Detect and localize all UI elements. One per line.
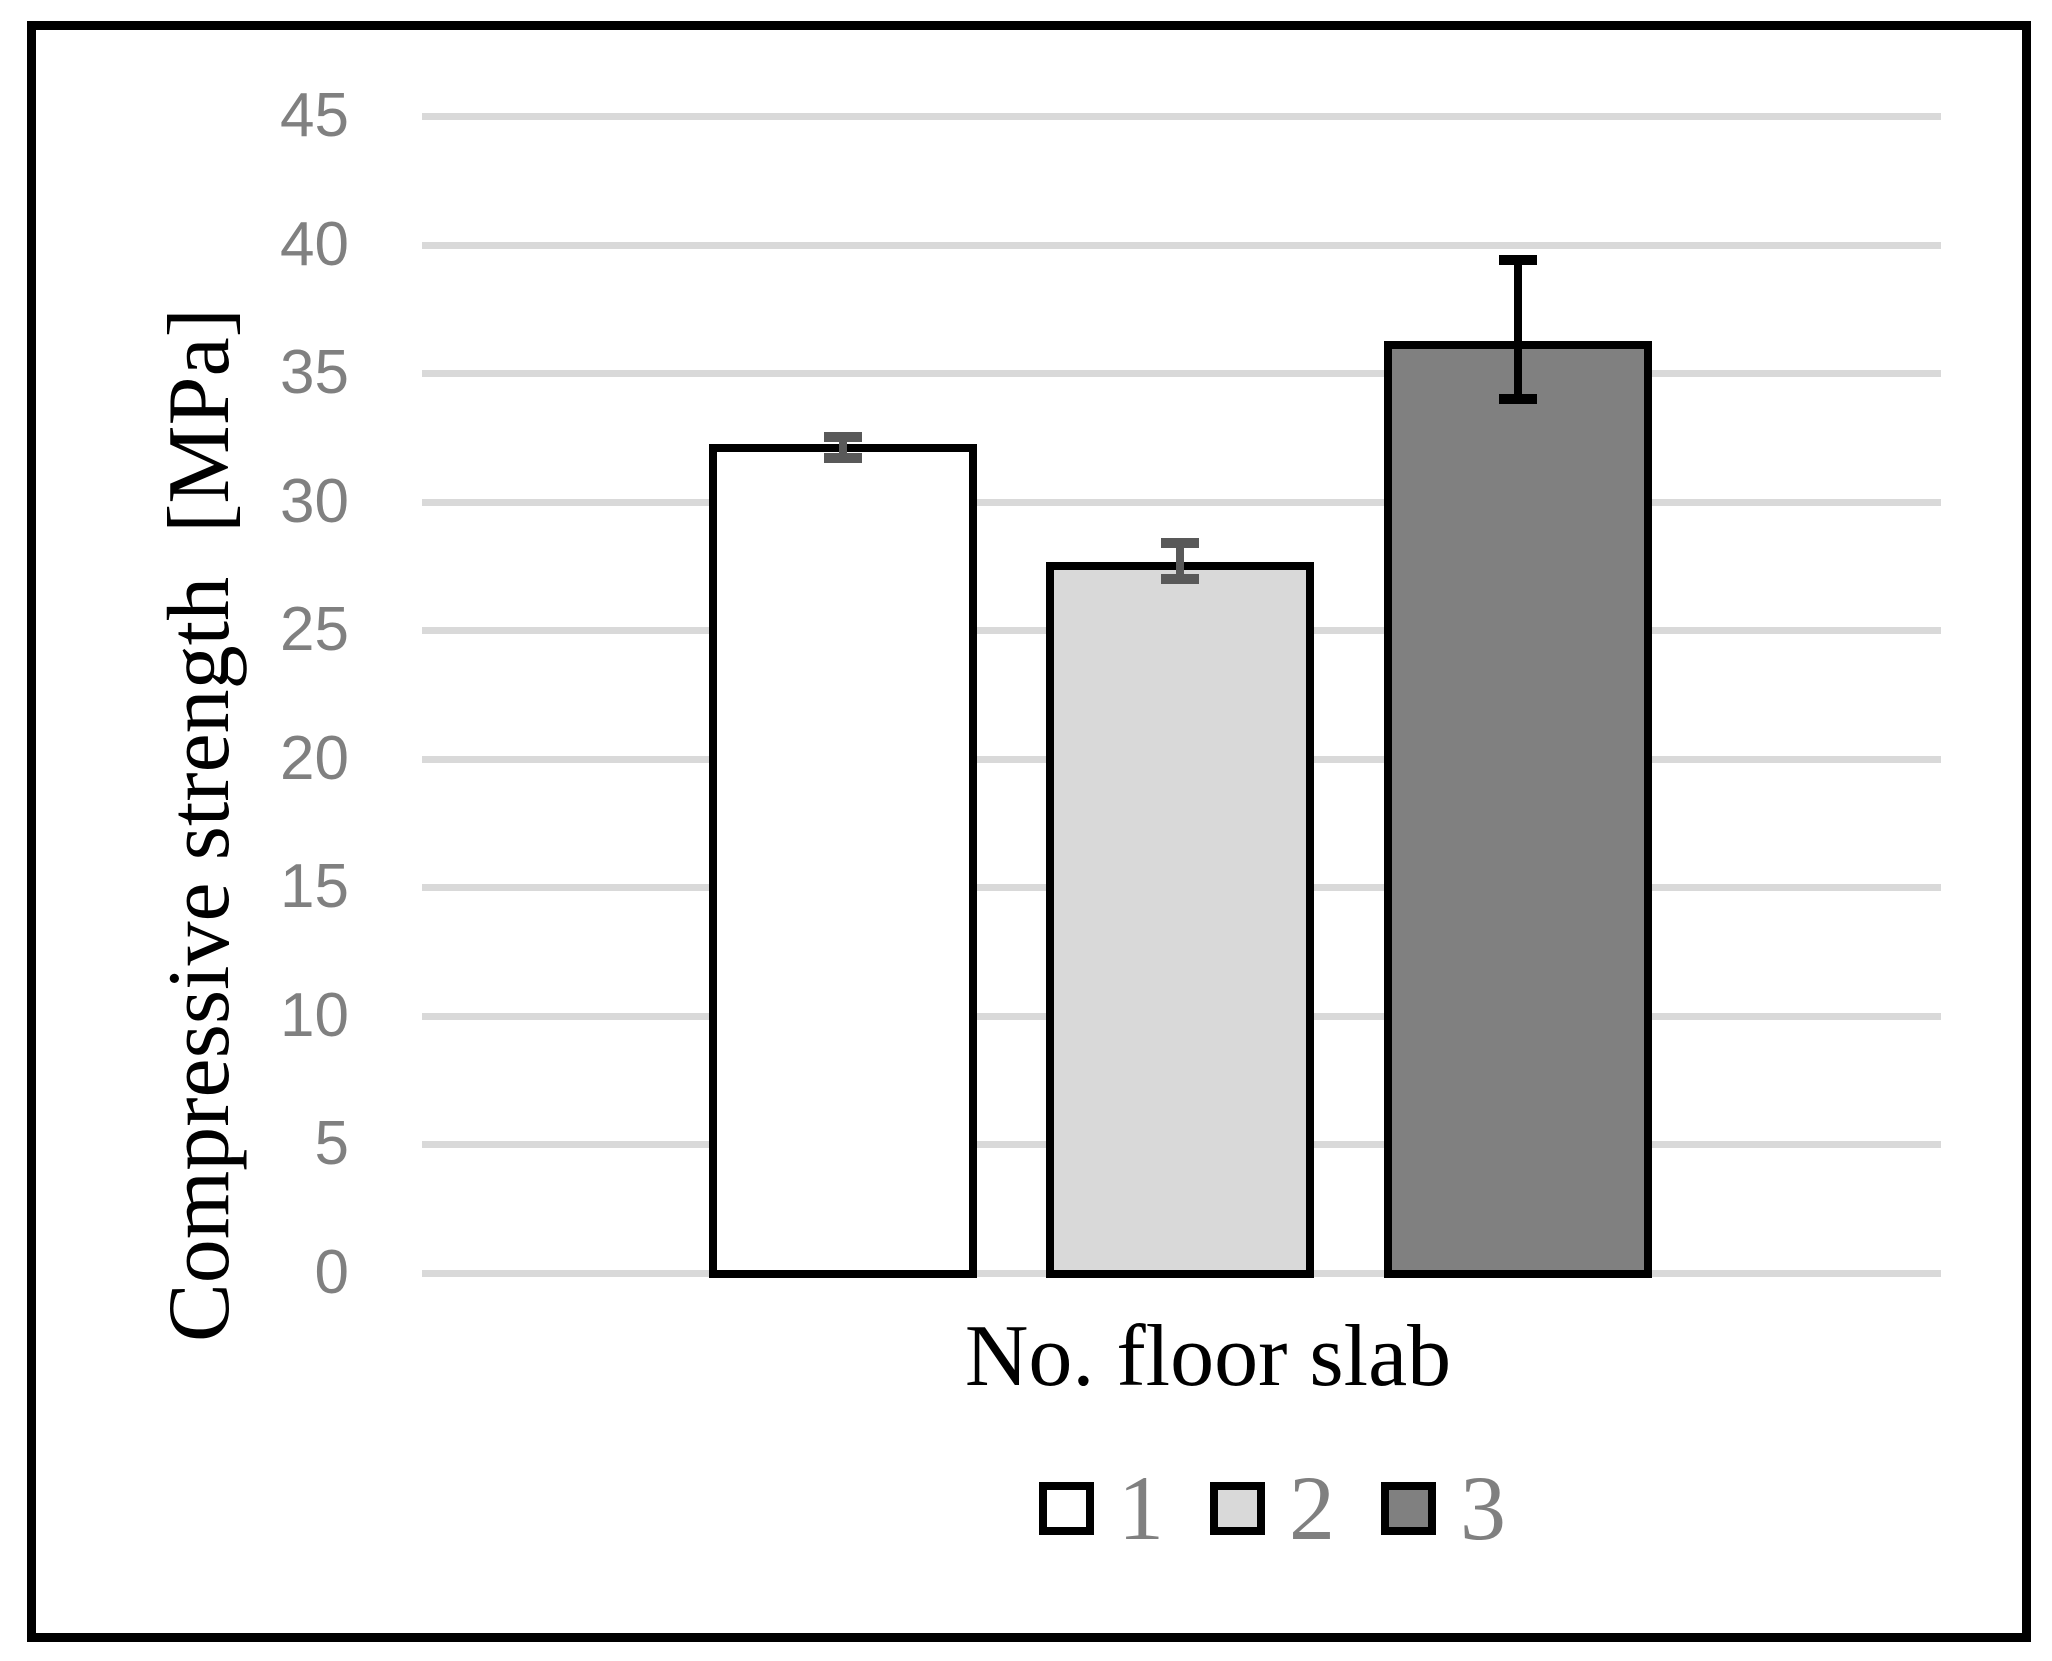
y-tick-label-25: 25 <box>280 595 349 665</box>
y-tick-label-15: 15 <box>280 852 349 922</box>
legend-item-3: 3 <box>1381 1462 1506 1554</box>
y-tick-label-5: 5 <box>314 1109 349 1179</box>
error-bar-cap-bottom <box>1161 573 1199 584</box>
x-axis-title: No. floor slab <box>964 1308 1452 1405</box>
error-bar-cap-top <box>1161 537 1199 548</box>
gridline-35 <box>422 370 1941 378</box>
error-bar-cap-top <box>824 432 862 443</box>
legend-label-3: 3 <box>1460 1457 1506 1559</box>
y-tick-label-35: 35 <box>280 338 349 408</box>
bar-series-2 <box>1046 561 1314 1278</box>
error-bar-whisker <box>1176 542 1184 579</box>
y-tick-label-20: 20 <box>280 723 349 793</box>
bar-series-3 <box>1384 340 1652 1278</box>
error-bar-cap-top <box>1499 254 1537 265</box>
legend-swatch-3 <box>1381 1481 1436 1535</box>
chart-outer-border: Compressive strength [MPa] No. floor sla… <box>27 21 2031 1642</box>
y-tick-label-10: 10 <box>280 980 349 1050</box>
legend-swatch-1 <box>1039 1481 1094 1535</box>
y-tick-label-45: 45 <box>280 81 349 150</box>
error-bar-cap-bottom <box>824 452 862 463</box>
gridline-30 <box>422 498 1941 506</box>
y-axis-title: Compressive strength [MPa] <box>151 308 248 1342</box>
legend-label-2: 2 <box>1289 1457 1335 1559</box>
error-bar-whisker <box>1514 259 1522 399</box>
bar-series-1 <box>709 443 977 1278</box>
y-tick-label-40: 40 <box>280 209 349 279</box>
y-tick-label-0: 0 <box>314 1238 349 1307</box>
gridline-40 <box>422 241 1941 249</box>
legend-item-1: 1 <box>1039 1462 1164 1554</box>
error-bar-cap-bottom <box>1499 393 1537 404</box>
y-tick-label-30: 30 <box>280 466 349 536</box>
gridline-45 <box>422 113 1941 120</box>
error-bar-whisker <box>839 437 847 458</box>
legend-item-2: 2 <box>1210 1462 1335 1554</box>
legend-label-1: 1 <box>1118 1457 1164 1559</box>
legend-swatch-2 <box>1210 1481 1265 1535</box>
